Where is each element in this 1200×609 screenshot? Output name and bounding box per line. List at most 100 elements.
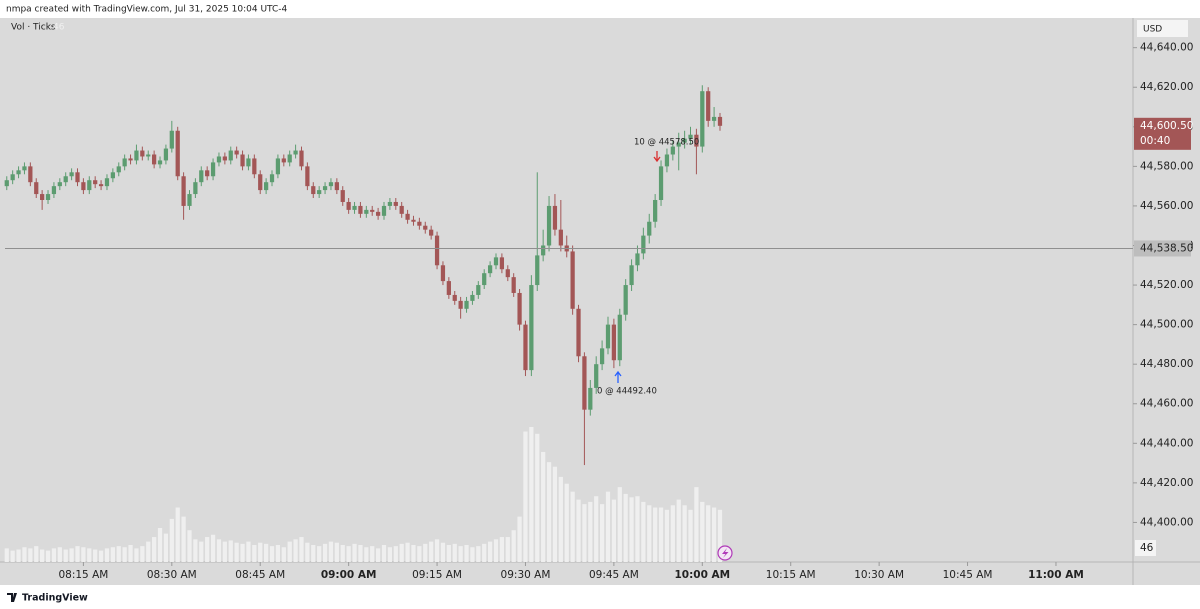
volume-bar: [311, 544, 316, 562]
volume-bar: [375, 548, 381, 562]
candle-body: [157, 160, 163, 165]
volume-bar: [45, 550, 51, 562]
volume-bar: [57, 547, 62, 562]
volume-bar: [564, 483, 569, 562]
candle-body: [287, 154, 292, 163]
volume-layer: [4, 427, 723, 562]
price-line-label: 44,538.50: [1140, 242, 1193, 254]
volume-bar: [334, 542, 339, 562]
volume-bar: [199, 541, 204, 562]
volume-bar: [228, 540, 233, 562]
candle-body: [387, 201, 393, 206]
volume-bar: [275, 544, 281, 562]
volume-bar: [205, 537, 210, 562]
candle-body: [305, 166, 310, 187]
candle-body: [93, 180, 98, 185]
y-tick-label: 44,420.00: [1140, 477, 1193, 489]
volume-bar: [558, 476, 563, 562]
footer: TradingView: [22, 593, 88, 604]
volume-bar: [393, 546, 398, 562]
candle-body: [169, 130, 174, 149]
candle-body: [482, 273, 487, 286]
y-tick-label: 44,640.00: [1140, 42, 1193, 54]
logo: TradingView: [7, 593, 88, 604]
candle-body: [611, 324, 617, 361]
candle-body: [234, 150, 239, 155]
candle-body: [694, 134, 699, 147]
candle-body: [110, 172, 115, 179]
candle-body: [393, 201, 398, 206]
volume-bar: [717, 509, 723, 562]
volume-bar: [358, 544, 363, 562]
candle-body: [529, 285, 534, 371]
candle-body: [434, 235, 440, 266]
candle-body: [98, 184, 104, 187]
candle-body: [429, 229, 434, 236]
volume-bar: [364, 547, 369, 562]
candle-body: [57, 182, 62, 187]
candle-body: [664, 154, 670, 167]
volume-bar: [434, 539, 440, 562]
candle-body: [87, 180, 92, 191]
volume-bar: [157, 527, 163, 562]
candle-body: [358, 205, 363, 214]
volume-bar: [411, 544, 416, 562]
candle-body: [411, 219, 416, 222]
volume-bar: [287, 541, 292, 562]
x-tick-label: 08:45 AM: [235, 569, 285, 581]
x-tick-label: 10:00 AM: [674, 569, 730, 581]
axis-layer: 44,400.00 44,420.00 44,440.00 44,460.00 44,4…: [5, 42, 1193, 581]
candle-body: [140, 150, 145, 157]
candle-body: [499, 257, 505, 270]
volume-value: 46: [53, 23, 65, 33]
volume-bar: [499, 537, 505, 562]
volume-bar: [653, 507, 658, 562]
candle-body: [399, 205, 404, 214]
candle-body: [28, 166, 33, 183]
volume-bar: [541, 451, 546, 562]
volume-bar: [552, 466, 558, 562]
volume-bar: [658, 507, 664, 562]
candle-body: [535, 255, 540, 286]
candle-body: [594, 364, 599, 388]
volume-bar: [163, 533, 169, 562]
volume-bar: [169, 518, 174, 562]
candle-body: [275, 158, 281, 175]
candle-body: [10, 174, 15, 181]
candle-body: [199, 170, 204, 183]
candle-body: [104, 178, 110, 187]
x-tick-label: 09:30 AM: [501, 569, 551, 581]
volume-bar: [128, 544, 133, 562]
candle-body: [511, 277, 516, 293]
annotation: 10 @ 44578.50: [634, 138, 699, 148]
x-tick-label: 09:00 AM: [321, 569, 377, 581]
candle-body: [682, 138, 687, 143]
volume-bar: [647, 505, 652, 562]
candle-body: [181, 176, 186, 206]
volume-bar: [464, 544, 469, 562]
annotation: 0 @ 44492.40: [597, 387, 657, 397]
candle-body: [22, 166, 27, 171]
volume-bar: [146, 541, 151, 562]
candle-body: [81, 182, 86, 191]
volume-bar: [611, 499, 617, 562]
x-tick-label: 08:30 AM: [147, 569, 197, 581]
candle-body: [464, 300, 469, 309]
candle-body: [405, 213, 410, 220]
candle-body: [228, 150, 233, 161]
volume-bar: [570, 491, 575, 562]
candle-body: [688, 134, 693, 139]
volume-bar: [281, 547, 286, 562]
volume-bar: [193, 539, 198, 562]
volume-bar: [63, 549, 68, 562]
candle-body: [122, 158, 127, 167]
candle-body: [69, 172, 74, 177]
volume-bar: [482, 543, 487, 562]
volume-bar: [588, 501, 593, 562]
volume-bar: [429, 541, 434, 562]
candle-body: [458, 300, 463, 309]
candle-body: [623, 285, 628, 315]
candle-body: [599, 348, 605, 365]
y-tick-label: 44,580.00: [1140, 160, 1193, 172]
price-line-box: [1134, 240, 1191, 257]
